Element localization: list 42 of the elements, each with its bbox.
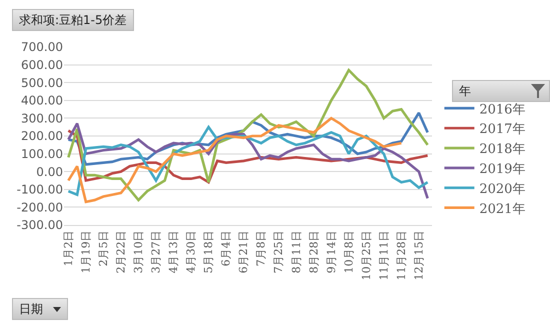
y-tick-label: 500.00 [21,76,63,90]
x-tick-label: 8月11日 [290,230,303,274]
legend-label: 2020年 [479,182,526,197]
x-tick-label: 3月27日 [150,230,163,274]
line-series [67,116,403,204]
x-tick-label: 3月10日 [132,230,146,274]
y-tick-label: 700.00 [21,40,63,54]
chart-title: 求和项:豆粕1-5价差 [12,9,134,31]
y-tick-label: -300.00 [16,218,63,232]
legend-label: 2016年 [479,102,526,118]
y-tick-label: 200.00 [21,129,63,144]
x-tick-label: 1月2日 [62,230,75,266]
y-tick-label: -200.00 [16,200,63,214]
y-tick-label: 0.00 [36,164,63,179]
x-tick-label: 6月4日 [220,230,233,266]
legend-label: 2018年 [479,142,526,158]
y-tick-label: 100.00 [21,147,63,161]
y-tick-label: 300.00 [21,111,63,126]
x-tick-label: 2月22日 [114,230,128,274]
x-tick-label: 4月13日 [167,230,180,274]
x-tick-label: 6月21日 [237,230,250,274]
y-tick-label: 600.00 [21,58,63,72]
legend-title: 年 [459,84,471,98]
x-tick-label: 1月19日 [79,230,92,274]
legend-label: 2021年 [479,202,526,217]
x-tick-label: 7月25日 [272,230,286,274]
x-tick-label: 11月11日 [377,230,390,280]
x-tick-label: 7月8日 [254,230,268,266]
y-tick-label: 400.00 [21,94,63,108]
x-tick-label: 9月14日 [324,230,338,274]
x-tick-label: 10月25日 [360,230,373,280]
legend-label: 2017年 [479,122,526,138]
y-tick-label: -100.00 [16,182,63,197]
x-tick-label: 10月8日 [342,230,356,274]
x-tick-label: 11月28日 [394,230,408,280]
x-tick-label: 2月5日 [97,230,110,266]
x-tick-label: 4月30日 [184,230,198,274]
legend-label: 2019年 [479,162,526,177]
x-axis-title: 日期 [19,302,43,316]
x-tick-label: 8月28日 [307,230,320,274]
x-tick-label: 5月18日 [202,230,216,274]
x-tick-label: 12月15日 [412,230,426,280]
